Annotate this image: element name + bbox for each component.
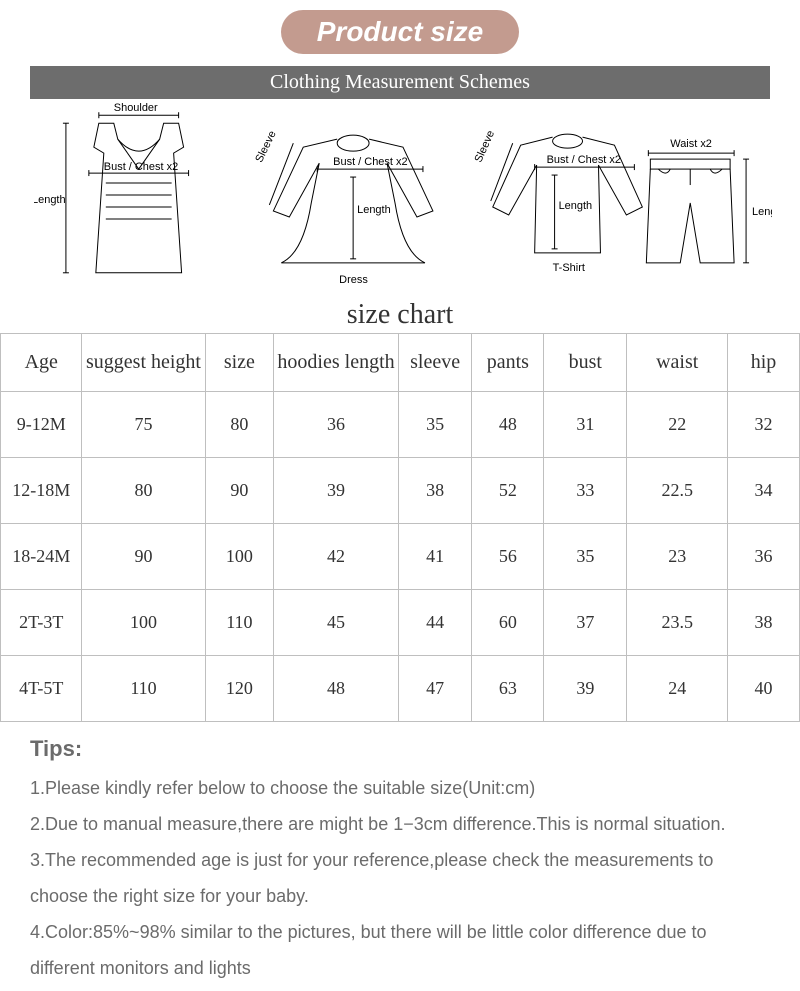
label-length-1: Length xyxy=(34,194,66,206)
size-chart-table: Age suggest height size hoodies length s… xyxy=(0,333,800,722)
label-sleeve-1: Sleeve xyxy=(253,129,278,164)
cell: 31 xyxy=(544,392,627,458)
tips-block: Tips: 1.Please kindly refer below to cho… xyxy=(30,736,774,986)
tip-line: 3.The recommended age is just for your r… xyxy=(30,842,774,878)
tip-line: 2.Due to manual measure,there are might … xyxy=(30,806,774,842)
cell: 38 xyxy=(728,590,800,656)
page: Product size Clothing Measurement Scheme… xyxy=(0,0,800,986)
label-bust-2: Bust / Chest x2 xyxy=(333,156,407,168)
tip-line: different monitors and lights xyxy=(30,950,774,986)
cell: 48 xyxy=(472,392,544,458)
cell: 4T-5T xyxy=(1,656,82,722)
col-hip: hip xyxy=(728,334,800,392)
col-size: size xyxy=(205,334,274,392)
cell: 42 xyxy=(274,524,399,590)
cell: 120 xyxy=(205,656,274,722)
diagram-dress: Sleeve Bust / Chest x2 Length Dress xyxy=(253,129,433,286)
label-bust-1: Bust / Chest x2 xyxy=(104,161,178,173)
col-bust: bust xyxy=(544,334,627,392)
cell: 56 xyxy=(472,524,544,590)
cell: 63 xyxy=(472,656,544,722)
tip-line: 1.Please kindly refer below to choose th… xyxy=(30,770,774,806)
cell: 23.5 xyxy=(627,590,728,656)
diagrams-svg: Shoulder Bust / Chest x2 Length xyxy=(34,103,772,293)
col-pants: pants xyxy=(472,334,544,392)
label-length-2: Length xyxy=(357,204,391,216)
table-row: 2T-3T 100 110 45 44 60 37 23.5 38 xyxy=(1,590,800,656)
col-sleeve: sleeve xyxy=(398,334,472,392)
cell: 37 xyxy=(544,590,627,656)
table-row: 9-12M 75 80 36 35 48 31 22 32 xyxy=(1,392,800,458)
cell: 39 xyxy=(544,656,627,722)
table-head: Age suggest height size hoodies length s… xyxy=(1,334,800,392)
cell: 18-24M xyxy=(1,524,82,590)
cell: 44 xyxy=(398,590,472,656)
cell: 110 xyxy=(82,656,205,722)
label-shoulder: Shoulder xyxy=(114,103,158,114)
cell: 38 xyxy=(398,458,472,524)
cell: 60 xyxy=(472,590,544,656)
tip-line: 4.Color:85%~98% similar to the pictures,… xyxy=(30,914,774,950)
cell: 90 xyxy=(205,458,274,524)
cell: 24 xyxy=(627,656,728,722)
table-row: 18-24M 90 100 42 41 56 35 23 36 xyxy=(1,524,800,590)
cell: 36 xyxy=(728,524,800,590)
cell: 12-18M xyxy=(1,458,82,524)
label-sleeve-2: Sleeve xyxy=(473,129,498,165)
cell: 22 xyxy=(627,392,728,458)
cell: 22.5 xyxy=(627,458,728,524)
cell: 2T-3T xyxy=(1,590,82,656)
table-row: 12-18M 80 90 39 38 52 33 22.5 34 xyxy=(1,458,800,524)
schemes-bar: Clothing Measurement Schemes xyxy=(30,66,770,99)
diagram-tshirt-pants: Sleeve Bust / Chest x2 Length T-Shirt xyxy=(473,129,772,274)
cell: 47 xyxy=(398,656,472,722)
cell: 45 xyxy=(274,590,399,656)
measurement-diagrams: Shoulder Bust / Chest x2 Length xyxy=(34,103,772,293)
cell: 36 xyxy=(274,392,399,458)
label-waist: Waist x2 xyxy=(670,138,712,150)
label-length-4: Length xyxy=(752,206,772,218)
cell: 39 xyxy=(274,458,399,524)
cell: 110 xyxy=(205,590,274,656)
size-chart-title: size chart xyxy=(0,299,800,331)
col-waist: waist xyxy=(627,334,728,392)
cell: 80 xyxy=(82,458,205,524)
label-bust-3: Bust / Chest x2 xyxy=(547,154,621,166)
product-size-title: Product size xyxy=(281,10,519,54)
cell: 80 xyxy=(205,392,274,458)
cell: 35 xyxy=(398,392,472,458)
tip-line: choose the right size for your baby. xyxy=(30,878,774,914)
col-hoodies-length: hoodies length xyxy=(274,334,399,392)
cell: 52 xyxy=(472,458,544,524)
cell: 100 xyxy=(205,524,274,590)
cell: 35 xyxy=(544,524,627,590)
cell: 100 xyxy=(82,590,205,656)
label-length-3: Length xyxy=(559,200,593,212)
cell: 33 xyxy=(544,458,627,524)
cell: 34 xyxy=(728,458,800,524)
table-body: 9-12M 75 80 36 35 48 31 22 32 12-18M 80 … xyxy=(1,392,800,722)
cell: 48 xyxy=(274,656,399,722)
col-suggest-height: suggest height xyxy=(82,334,205,392)
tips-heading: Tips: xyxy=(30,736,774,762)
cell: 40 xyxy=(728,656,800,722)
table-row: 4T-5T 110 120 48 47 63 39 24 40 xyxy=(1,656,800,722)
cell: 23 xyxy=(627,524,728,590)
cell: 9-12M xyxy=(1,392,82,458)
label-dress: Dress xyxy=(339,274,368,286)
cell: 90 xyxy=(82,524,205,590)
cell: 32 xyxy=(728,392,800,458)
label-tshirt: T-Shirt xyxy=(553,262,585,274)
table-header-row: Age suggest height size hoodies length s… xyxy=(1,334,800,392)
diagram-tank: Shoulder Bust / Chest x2 Length xyxy=(34,103,189,273)
col-age: Age xyxy=(1,334,82,392)
cell: 75 xyxy=(82,392,205,458)
title-wrap: Product size xyxy=(0,0,800,60)
cell: 41 xyxy=(398,524,472,590)
